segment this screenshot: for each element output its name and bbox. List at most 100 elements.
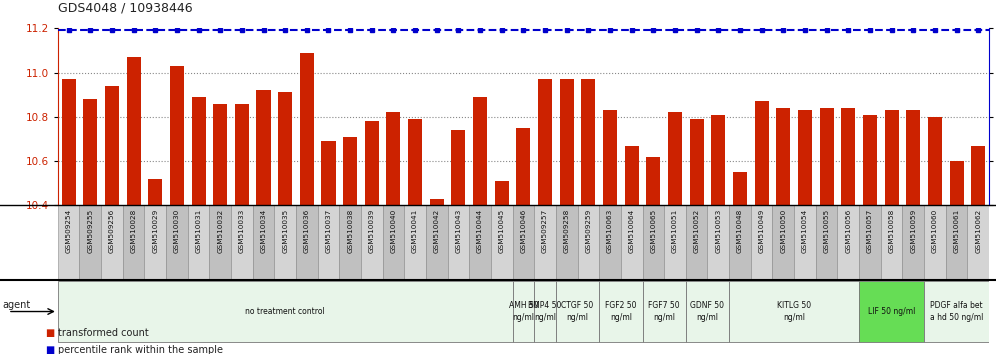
Bar	[621, 205, 642, 280]
Text: GSM510040: GSM510040	[390, 208, 396, 252]
Bar	[513, 281, 534, 342]
Text: GSM510042: GSM510042	[434, 208, 440, 252]
Text: GSM510054: GSM510054	[802, 208, 808, 252]
Bar	[144, 205, 166, 280]
Bar	[776, 108, 790, 205]
Bar	[884, 110, 898, 205]
Bar	[707, 205, 729, 280]
Text: KITLG 50
ng/ml: KITLG 50 ng/ml	[777, 302, 811, 321]
Text: GSM510049: GSM510049	[759, 208, 765, 252]
Text: transformed count: transformed count	[58, 328, 148, 338]
Bar	[473, 97, 487, 205]
Bar	[123, 205, 144, 280]
Text: GSM510033: GSM510033	[239, 208, 245, 252]
Bar	[84, 99, 98, 205]
Text: GSM510036: GSM510036	[304, 208, 310, 252]
Text: GSM509256: GSM509256	[109, 208, 115, 252]
Bar	[451, 130, 465, 205]
Bar	[166, 205, 187, 280]
Text: GSM510048: GSM510048	[737, 208, 743, 252]
Text: GSM510045: GSM510045	[499, 208, 505, 252]
Bar	[513, 205, 534, 280]
Text: CTGF 50
ng/ml: CTGF 50 ng/ml	[562, 302, 594, 321]
Bar	[794, 205, 816, 280]
Text: GSM510056: GSM510056	[846, 208, 852, 252]
Text: PDGF alfa bet
a hd 50 ng/ml: PDGF alfa bet a hd 50 ng/ml	[930, 302, 983, 321]
Bar	[318, 205, 340, 280]
Text: GSM510046: GSM510046	[520, 208, 527, 252]
Bar	[253, 205, 274, 280]
Text: GSM510059: GSM510059	[910, 208, 916, 252]
Text: GSM510031: GSM510031	[195, 208, 201, 252]
Text: GSM510062: GSM510062	[975, 208, 981, 252]
Text: GSM510034: GSM510034	[261, 208, 267, 252]
Bar	[213, 104, 227, 205]
Bar	[495, 181, 509, 205]
Text: agent: agent	[2, 300, 30, 310]
Bar	[170, 66, 184, 205]
Bar	[556, 281, 600, 342]
Bar	[603, 110, 618, 205]
Bar	[863, 115, 876, 205]
Text: GSM510051: GSM510051	[672, 208, 678, 252]
Text: GSM509255: GSM509255	[88, 208, 94, 252]
Text: GSM510064: GSM510064	[628, 208, 634, 252]
Text: LIF 50 ng/ml: LIF 50 ng/ml	[868, 307, 915, 316]
Text: GSM510058: GSM510058	[888, 208, 894, 252]
Bar	[105, 86, 119, 205]
Bar	[534, 281, 556, 342]
Bar	[646, 157, 660, 205]
Text: no treatment control: no treatment control	[245, 307, 325, 316]
Text: GSM510053: GSM510053	[715, 208, 721, 252]
Bar	[560, 79, 574, 205]
Bar	[924, 205, 946, 280]
Bar	[429, 199, 444, 205]
Bar	[538, 79, 552, 205]
Text: GSM509254: GSM509254	[66, 208, 72, 252]
Bar	[924, 281, 989, 342]
Bar	[906, 110, 920, 205]
Text: GSM510044: GSM510044	[477, 208, 483, 252]
Bar	[642, 281, 686, 342]
Text: GDS4048 / 10938446: GDS4048 / 10938446	[58, 1, 192, 14]
Bar	[408, 119, 422, 205]
Bar	[971, 145, 985, 205]
Bar	[624, 145, 638, 205]
Text: ■: ■	[45, 345, 54, 354]
Bar	[343, 137, 358, 205]
Bar	[516, 128, 531, 205]
Bar	[967, 205, 989, 280]
Bar	[491, 205, 513, 280]
Text: GSM510060: GSM510060	[932, 208, 938, 252]
Bar	[820, 108, 834, 205]
Bar	[274, 205, 296, 280]
Bar	[58, 205, 80, 280]
Text: GSM510028: GSM510028	[130, 208, 136, 252]
Text: GSM510057: GSM510057	[867, 208, 872, 252]
Text: GSM510061: GSM510061	[953, 208, 959, 252]
Text: GSM510052: GSM510052	[693, 208, 699, 252]
Bar	[686, 205, 707, 280]
Bar	[686, 281, 729, 342]
Text: GSM510039: GSM510039	[369, 208, 374, 252]
Bar	[755, 101, 769, 205]
Bar	[838, 205, 860, 280]
Bar	[729, 205, 751, 280]
Bar	[842, 108, 856, 205]
Text: GSM510030: GSM510030	[174, 208, 180, 252]
Bar	[664, 205, 686, 280]
Bar	[340, 205, 361, 280]
Bar	[235, 104, 249, 205]
Bar	[928, 117, 942, 205]
Bar	[582, 79, 596, 205]
Bar	[322, 141, 336, 205]
Bar	[148, 179, 162, 205]
Bar	[880, 205, 902, 280]
Bar	[209, 205, 231, 280]
Text: BMP4 50
ng/ml: BMP4 50 ng/ml	[528, 302, 562, 321]
Bar	[556, 205, 578, 280]
Bar	[426, 205, 447, 280]
Text: GSM510037: GSM510037	[326, 208, 332, 252]
Bar	[534, 205, 556, 280]
Text: GSM510038: GSM510038	[348, 208, 354, 252]
